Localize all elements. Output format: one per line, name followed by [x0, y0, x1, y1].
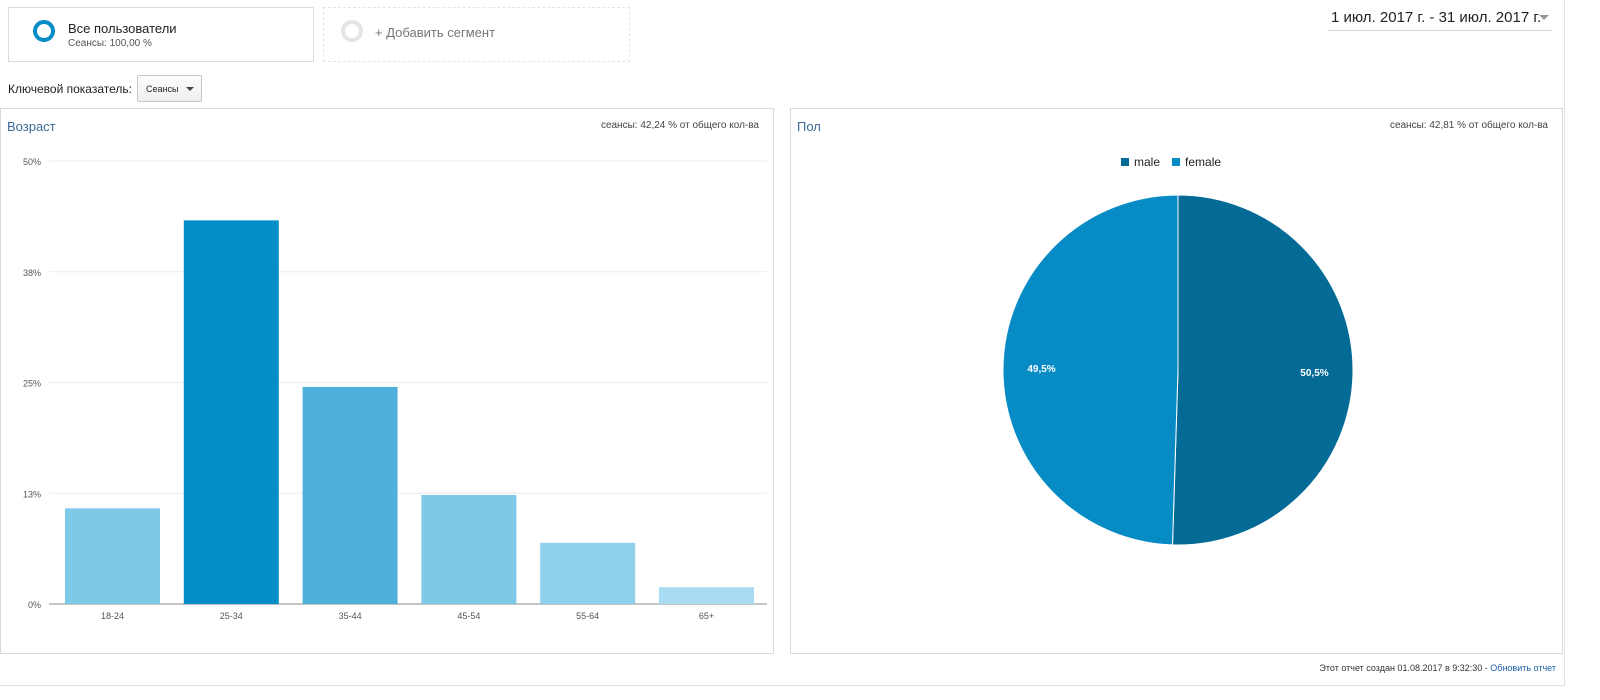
gender-panel: Пол сеансы: 42,81 % от общего кол-ва mal… [790, 108, 1563, 654]
frame-bottom-border [0, 685, 1565, 686]
legend-item-male[interactable]: male [1121, 155, 1160, 169]
segment-all-users[interactable]: Все пользователи Сеансы: 100,00 % [8, 7, 314, 62]
pie-slice-female[interactable] [1002, 194, 1179, 546]
report-footer: Этот отчет создан 01.08.2017 в 9:32:30 -… [0, 663, 1600, 673]
x-tick-label: 45-54 [457, 611, 480, 621]
pie-value-label: 49,5% [1027, 364, 1055, 375]
report-generated-text: Этот отчет создан 01.08.2017 в 9:32:30 - [1319, 663, 1491, 673]
legend-label: male [1134, 155, 1161, 169]
age-bar-chart: 0% 13% 25% 38% 50% 18-24 25-34 35-44 45-54 55-64 6… [23, 157, 767, 621]
age-panel-note: сеансы: 42,24 % от общего кол-ва [600, 120, 759, 131]
metric-dropdown[interactable]: Сеансы [137, 75, 202, 102]
x-tick-label: 25-34 [220, 611, 243, 621]
bar-45-54[interactable] [421, 495, 517, 604]
bar-18-24[interactable] [65, 508, 160, 604]
pie-value-label: 50,5% [1300, 368, 1328, 379]
age-panel-title: Возраст [7, 119, 56, 134]
y-tick-label: 38% [23, 268, 41, 278]
age-panel: Возраст сеансы: 42,24 % от общего кол-ва… [0, 108, 774, 654]
add-segment-label: + Добавить сегмент [375, 25, 496, 40]
segment-subtitle: Сеансы: 100,00 % [68, 38, 152, 49]
y-tick-label: 0% [28, 600, 41, 610]
dropdown-arrow-icon [186, 87, 194, 91]
gender-panel-note: сеансы: 42,81 % от общего кол-ва [1389, 120, 1548, 131]
date-range-picker[interactable]: 1 июл. 2017 г. - 31 июл. 2017 г. [1328, 8, 1552, 31]
x-tick-label: 55-64 [576, 611, 599, 621]
frame-right-border [1564, 0, 1565, 686]
x-tick-label: 65+ [699, 611, 714, 621]
segment-ring-icon [33, 20, 55, 42]
metric-label: Ключевой показатель: [8, 82, 132, 96]
legend-label: female [1185, 155, 1222, 169]
bar-65+[interactable] [659, 587, 754, 604]
empty-segment-ring-icon [341, 20, 363, 42]
gender-panel-title: Пол [797, 119, 821, 134]
x-tick-label: 18-24 [101, 611, 124, 621]
segment-title: Все пользователи [68, 21, 177, 36]
gender-legend: male female [1121, 155, 1233, 169]
date-range-label: 1 июл. 2017 г. - 31 июл. 2017 г. [1331, 9, 1542, 26]
bar-35-44[interactable] [302, 386, 398, 604]
legend-swatch [1121, 158, 1129, 166]
metric-selected-value: Сеансы [146, 84, 179, 94]
pie-slice-male[interactable] [1171, 194, 1354, 546]
y-tick-label: 13% [23, 489, 41, 499]
y-tick-label: 50% [23, 157, 41, 167]
gender-pie-chart: 50,5% 49,5% [1002, 194, 1354, 546]
legend-item-female[interactable]: female [1172, 155, 1221, 169]
y-tick-label: 25% [23, 379, 41, 389]
x-tick-label: 35-44 [339, 611, 362, 621]
legend-swatch [1172, 158, 1181, 166]
bar-55-64[interactable] [540, 542, 636, 604]
bar-25-34[interactable] [183, 220, 279, 604]
refresh-report-link[interactable]: Обновить отчет [1490, 663, 1556, 673]
chevron-down-icon [1539, 15, 1549, 20]
add-segment-button[interactable]: + Добавить сегмент [323, 7, 630, 62]
